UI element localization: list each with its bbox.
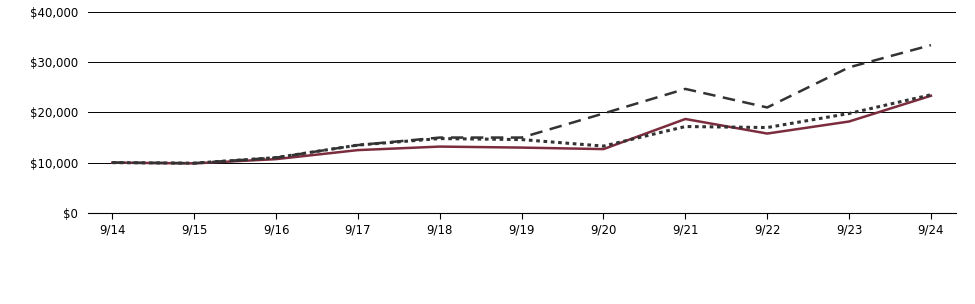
Russell 3000® Index, $33,432	[106, 161, 118, 164]
Russell Midcap® Value Index, $23,528	[843, 112, 855, 115]
MFS Mid Cap Value Fund - Class B, $23,334	[598, 147, 609, 151]
Russell 3000® Index, $33,432	[352, 143, 364, 147]
Russell 3000® Index, $33,432	[680, 87, 691, 91]
Russell Midcap® Value Index, $23,528	[188, 161, 200, 165]
MFS Mid Cap Value Fund - Class B, $23,334	[761, 132, 773, 135]
MFS Mid Cap Value Fund - Class B, $23,334	[843, 120, 855, 123]
MFS Mid Cap Value Fund - Class B, $23,334	[434, 145, 446, 148]
MFS Mid Cap Value Fund - Class B, $23,334	[516, 146, 527, 149]
Russell Midcap® Value Index, $23,528	[516, 138, 527, 141]
MFS Mid Cap Value Fund - Class B, $23,334	[352, 148, 364, 152]
MFS Mid Cap Value Fund - Class B, $23,334	[925, 94, 937, 98]
Russell 3000® Index, $33,432	[843, 66, 855, 69]
Line: Russell 3000® Index, $33,432: Russell 3000® Index, $33,432	[112, 45, 931, 163]
Russell 3000® Index, $33,432	[434, 136, 446, 139]
Russell 3000® Index, $33,432	[516, 136, 527, 139]
MFS Mid Cap Value Fund - Class B, $23,334	[106, 161, 118, 164]
Russell Midcap® Value Index, $23,528	[598, 144, 609, 148]
Russell Midcap® Value Index, $23,528	[925, 93, 937, 97]
Russell 3000® Index, $33,432	[925, 43, 937, 47]
MFS Mid Cap Value Fund - Class B, $23,334	[680, 117, 691, 121]
Russell 3000® Index, $33,432	[761, 106, 773, 109]
Russell Midcap® Value Index, $23,528	[106, 161, 118, 164]
Russell Midcap® Value Index, $23,528	[680, 125, 691, 128]
Russell Midcap® Value Index, $23,528	[352, 143, 364, 147]
Russell 3000® Index, $33,432	[270, 156, 282, 159]
Russell 3000® Index, $33,432	[188, 161, 200, 165]
MFS Mid Cap Value Fund - Class B, $23,334	[188, 161, 200, 165]
MFS Mid Cap Value Fund - Class B, $23,334	[270, 157, 282, 161]
Russell Midcap® Value Index, $23,528	[270, 156, 282, 159]
Russell 3000® Index, $33,432	[598, 112, 609, 115]
Russell Midcap® Value Index, $23,528	[434, 137, 446, 140]
Line: MFS Mid Cap Value Fund - Class B, $23,334: MFS Mid Cap Value Fund - Class B, $23,33…	[112, 96, 931, 163]
Russell Midcap® Value Index, $23,528	[761, 126, 773, 130]
Line: Russell Midcap® Value Index, $23,528: Russell Midcap® Value Index, $23,528	[112, 95, 931, 163]
